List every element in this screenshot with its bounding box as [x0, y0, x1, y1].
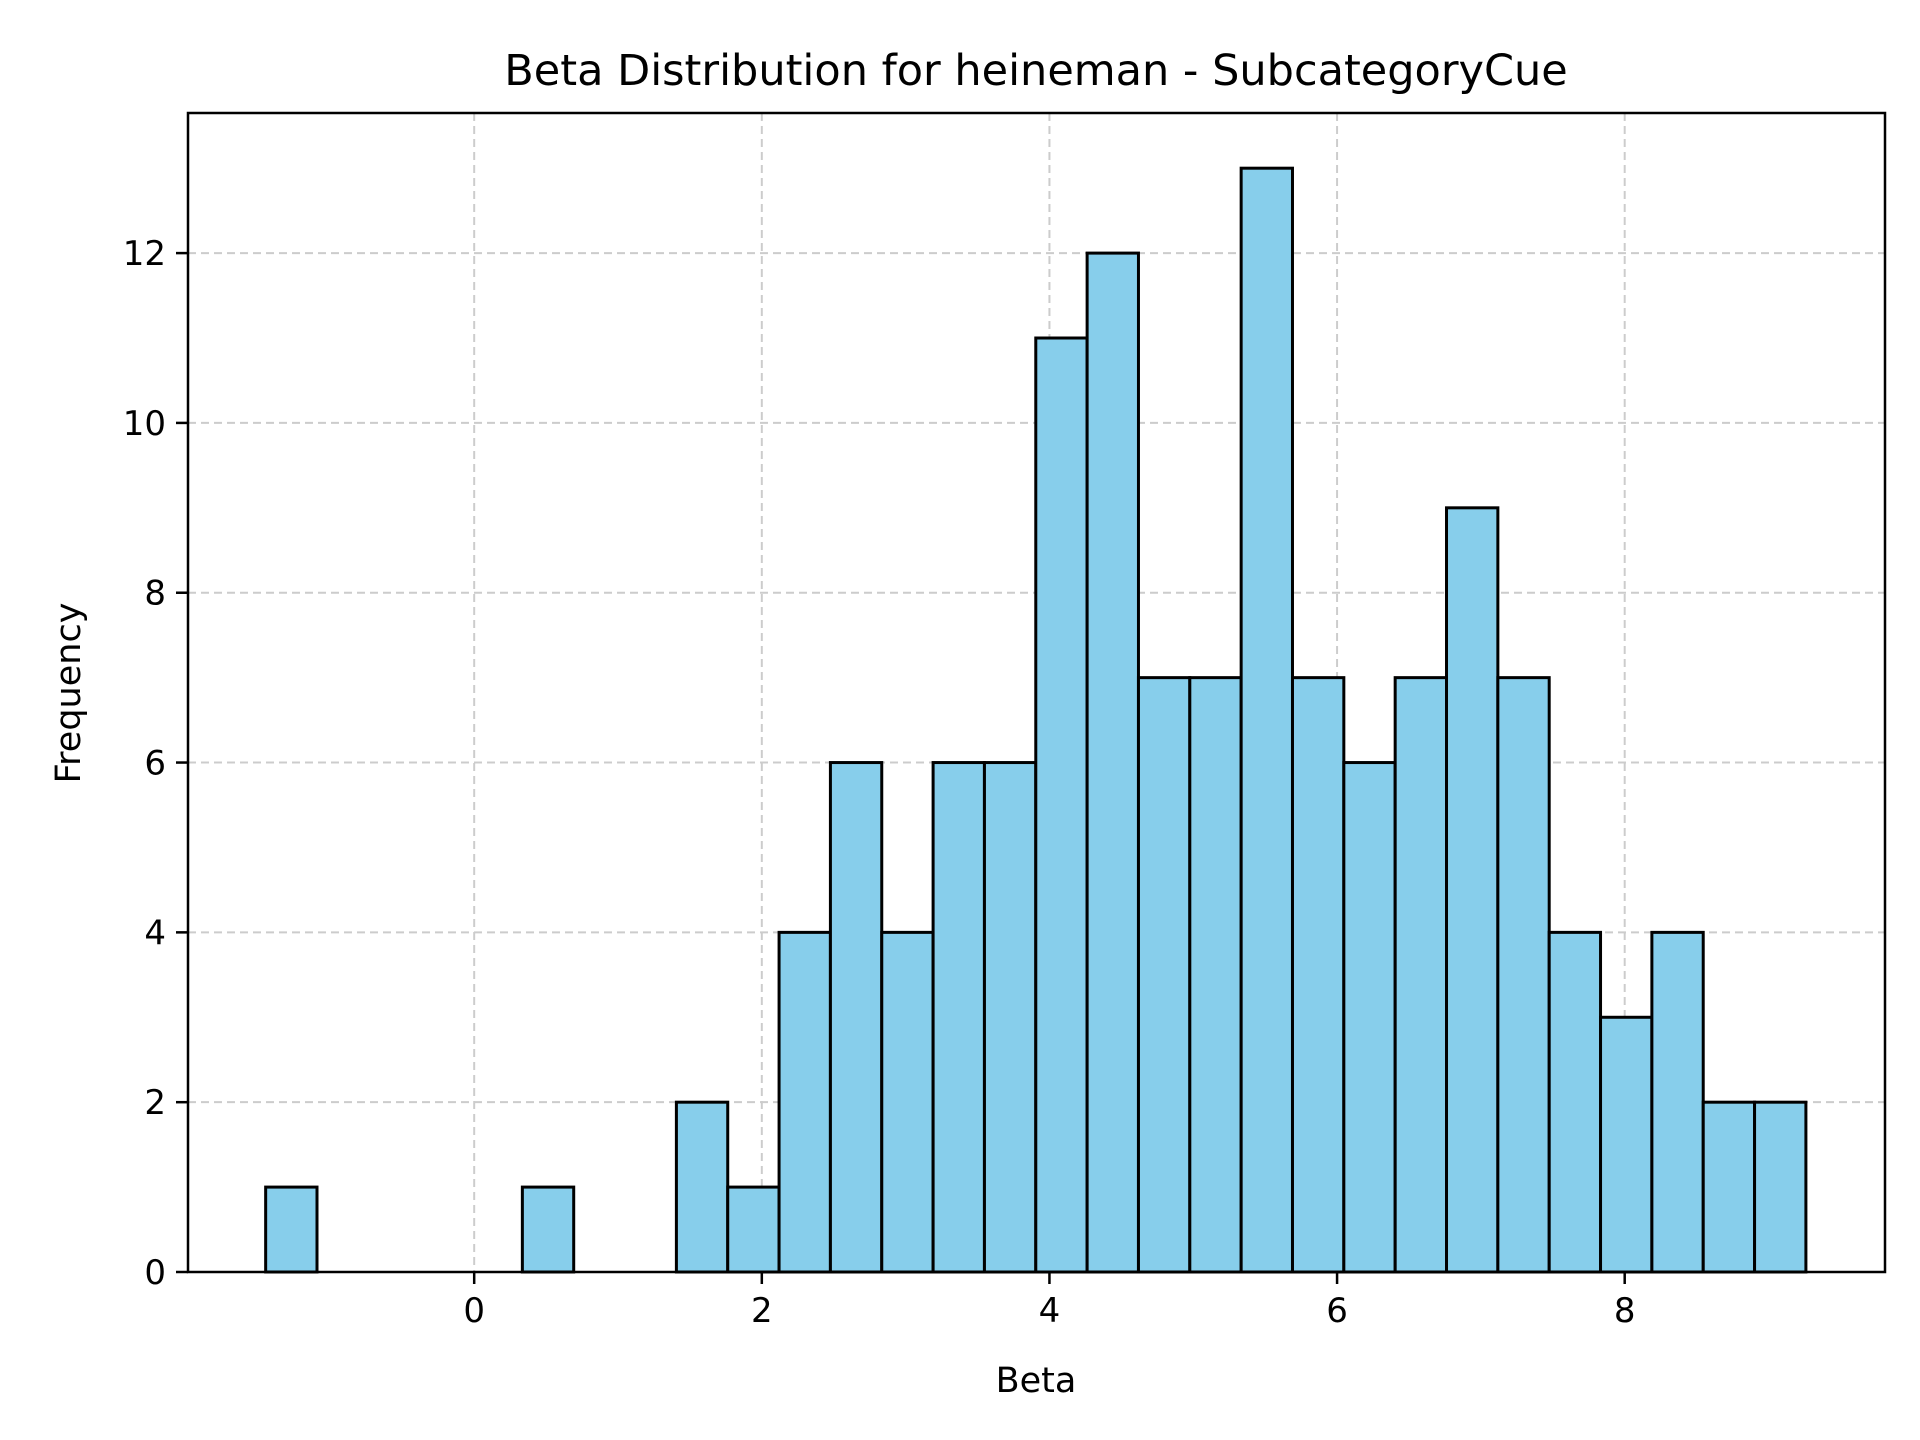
- x-tick-label: 8: [1614, 1291, 1636, 1331]
- histogram-bar: [1239, 166, 1294, 1274]
- histogram-bar: [1599, 1015, 1654, 1274]
- histogram-bar: [931, 761, 986, 1274]
- histogram-bar: [1136, 676, 1192, 1274]
- histogram-bar: [520, 1185, 576, 1274]
- histogram-bar: [1188, 676, 1243, 1274]
- y-axis-label: Frequency: [49, 603, 89, 784]
- y-tick-label: 2: [144, 1083, 166, 1123]
- x-tick-label: 2: [751, 1291, 773, 1331]
- plot-frame: [186, 111, 1887, 1274]
- x-tick-label: 4: [1039, 1291, 1061, 1331]
- histogram-bar: [1393, 676, 1449, 1274]
- chart-title: Beta Distribution for heineman - Subcate…: [504, 46, 1567, 96]
- y-tick-label: 8: [144, 574, 166, 614]
- histogram-bar: [880, 930, 935, 1274]
- histogram-bar: [1496, 676, 1551, 1274]
- histogram-bar: [777, 930, 832, 1274]
- histogram-bar: [1650, 930, 1705, 1274]
- histogram-bar: [264, 1185, 319, 1274]
- histogram-bar: [1290, 676, 1346, 1274]
- y-tick-label: 10: [123, 404, 166, 444]
- bars: [264, 166, 1808, 1274]
- histogram-bar: [1445, 506, 1500, 1274]
- histogram-bar: [1342, 761, 1397, 1274]
- histogram-bar: [1753, 1100, 1808, 1274]
- histogram-bar: [1547, 930, 1603, 1274]
- x-tick-label: 0: [463, 1291, 485, 1331]
- histogram-bar: [726, 1185, 781, 1274]
- y-tick-label: 12: [123, 234, 166, 274]
- histogram-bar: [1034, 336, 1089, 1274]
- x-axis-label: Beta: [996, 1361, 1077, 1401]
- histogram-bar: [1701, 1100, 1757, 1274]
- histogram-bar: [1085, 251, 1140, 1274]
- y-tick-label: 0: [144, 1253, 166, 1293]
- histogram-bar: [982, 761, 1038, 1274]
- histogram-bar: [828, 761, 884, 1274]
- axis-ticks: 0 2 4 6 8 0 2 4 6 8 10 12: [123, 234, 1636, 1331]
- x-tick-label: 6: [1326, 1291, 1348, 1331]
- y-tick-label: 6: [144, 744, 166, 784]
- y-tick-label: 4: [144, 913, 166, 953]
- histogram-bar: [674, 1100, 730, 1274]
